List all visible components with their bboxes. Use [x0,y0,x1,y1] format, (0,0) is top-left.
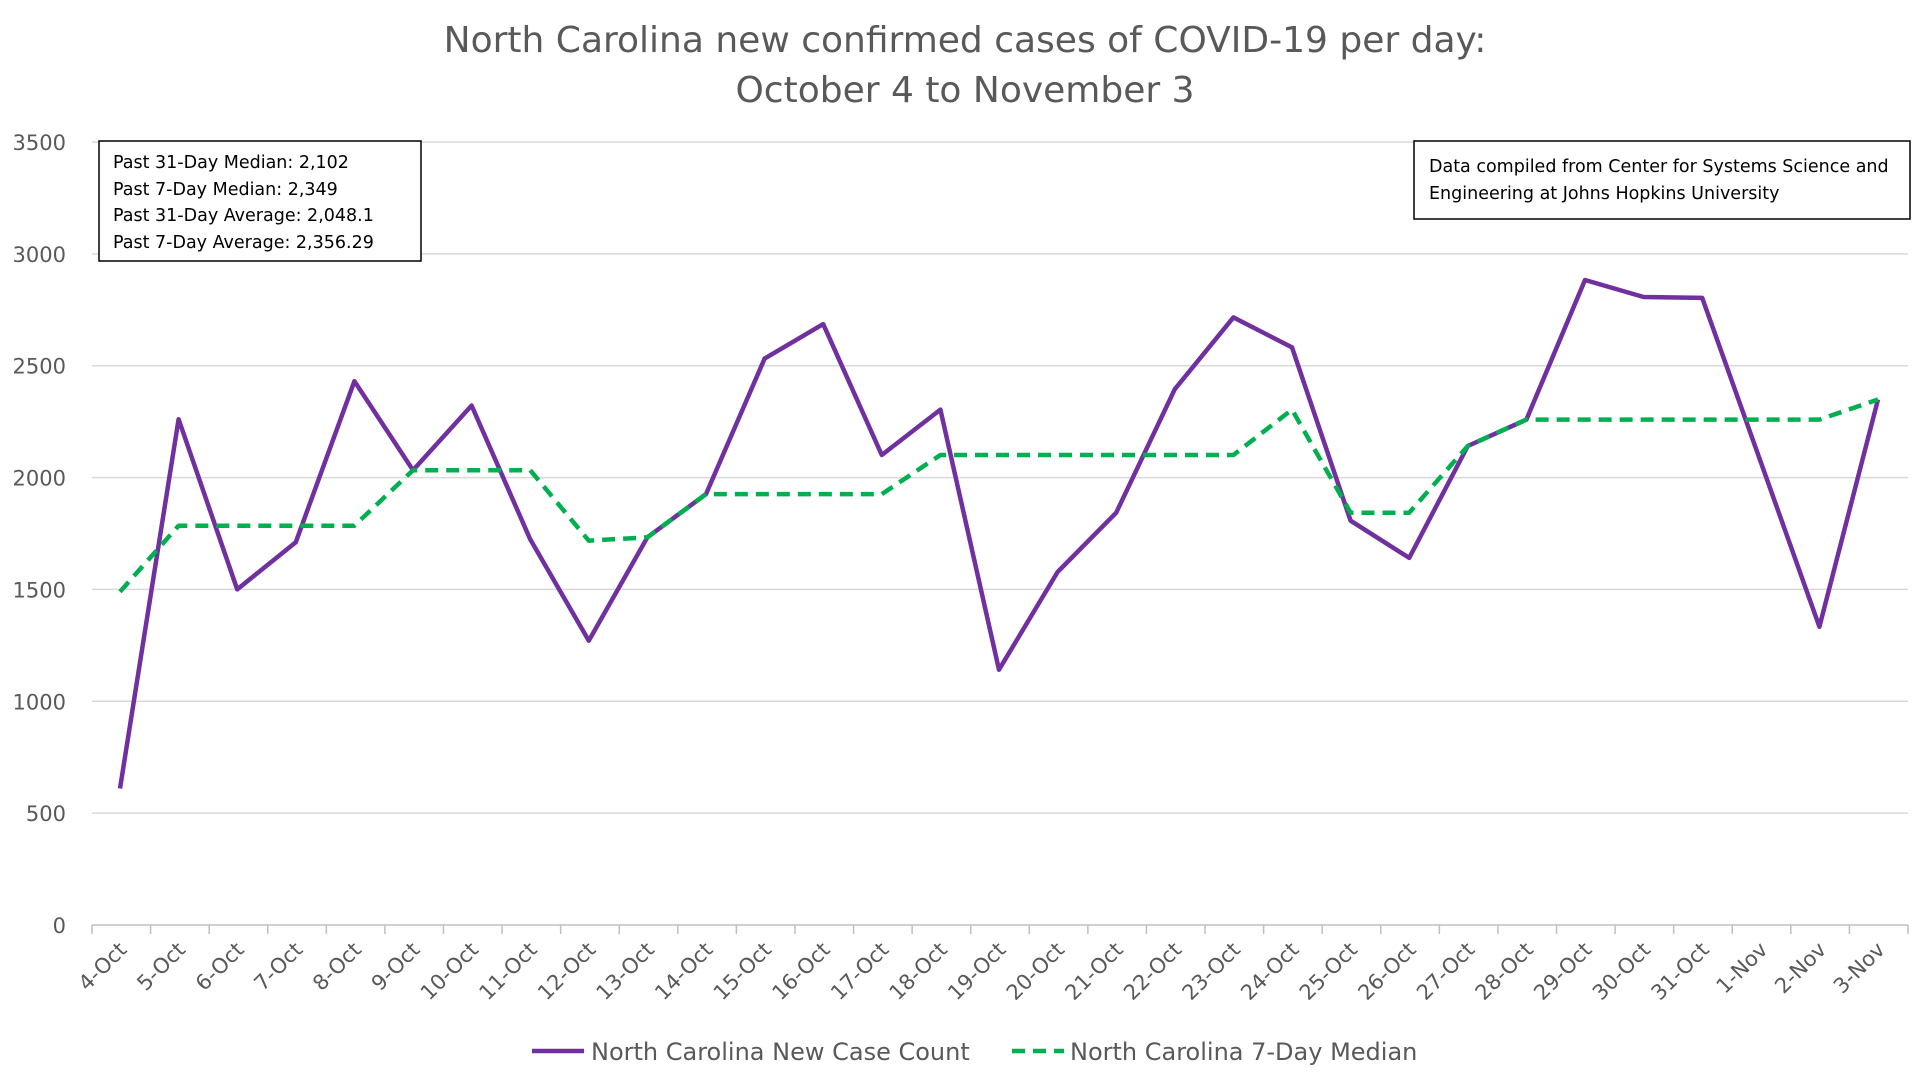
stats-line-2: Past 7-Day Median: 2,349 [113,180,338,200]
source-line-1: Data compiled from Center for Systems Sc… [1429,157,1889,177]
stats-line-1: Past 31-Day Median: 2,102 [113,153,349,173]
source-annotation: Data compiled from Center for Systems Sc… [1413,140,1911,220]
series-line-new-case-count [117,277,1881,789]
x-tick-label-19-Oct: 19-Oct [943,938,1010,1005]
x-tick-label-5-Oct: 5-Oct [132,938,190,996]
x-tick-label-1-Nov: 1-Nov [1712,938,1773,999]
y-tick-label-3500: 3500 [13,131,66,155]
legend: North Carolina New Case Count North Caro… [532,1038,1417,1066]
legend-label-case-count: North Carolina New Case Count [591,1038,970,1066]
x-tick-label-14-Oct: 14-Oct [650,938,717,1005]
x-tick-label-4-Oct: 4-Oct [74,938,132,996]
x-tick-label-11-Oct: 11-Oct [474,938,541,1005]
x-tick-label-10-Oct: 10-Oct [416,938,483,1005]
axes [91,924,1909,934]
x-tick-label-12-Oct: 12-Oct [533,938,600,1005]
x-axis-tick-labels: 4-Oct 5-Oct 6-Oct 7-Oct 8-Oct 9-Oct10-Oct11-O… [74,938,1890,1005]
x-tick-label-8-Oct: 8-Oct [308,938,366,996]
source-line-2: Engineering at Johns Hopkins University [1429,184,1779,204]
y-axis-tick-labels: 0 500 1000 1500 2000 2500 3000 3500 [13,131,66,938]
legend-label-7-day-median: North Carolina 7-Day Median [1070,1038,1417,1066]
x-tick-label-13-Oct: 13-Oct [592,938,659,1005]
series-line-7-day-median [118,397,1879,594]
x-tick-label-24-Oct: 24-Oct [1236,938,1303,1005]
x-tick-label-22-Oct: 22-Oct [1119,938,1186,1005]
x-tick-label-3-Nov: 3-Nov [1829,938,1890,999]
x-tick-label-2-Nov: 2-Nov [1770,938,1831,999]
y-tick-label-2000: 2000 [13,467,66,491]
x-tick-label-25-Oct: 25-Oct [1295,938,1362,1005]
x-tick-label-18-Oct: 18-Oct [885,938,952,1005]
chart-title-line2: October 4 to November 3 [735,70,1194,111]
x-tick-label-20-Oct: 20-Oct [1002,938,1069,1005]
x-tick-label-26-Oct: 26-Oct [1353,938,1420,1005]
x-tick-label-6-Oct: 6-Oct [191,938,249,996]
y-tick-label-1000: 1000 [13,690,66,714]
stats-line-3: Past 31-Day Average: 2,048.1 [113,206,374,226]
x-tick-label-21-Oct: 21-Oct [1060,938,1127,1005]
x-tick-label-23-Oct: 23-Oct [1178,938,1245,1005]
x-tick-label-31-Oct: 31-Oct [1646,938,1713,1005]
x-tick-label-15-Oct: 15-Oct [709,938,776,1005]
stats-box [98,140,422,262]
x-tick-label-17-Oct: 17-Oct [826,938,893,1005]
x-tick-label-7-Oct: 7-Oct [249,938,307,996]
chart-title-line1: North Carolina new confirmed cases of CO… [444,20,1487,61]
y-tick-label-3000: 3000 [13,243,66,267]
y-tick-label-2500: 2500 [13,355,66,379]
x-tick-label-16-Oct: 16-Oct [767,938,834,1005]
series-lines [117,277,1881,789]
x-tick-label-30-Oct: 30-Oct [1588,938,1655,1005]
stats-annotation: Past 31-Day Median: 2,102 Past 7-Day Med… [98,140,422,262]
y-tick-label-0: 0 [53,914,66,938]
x-tick-label-28-Oct: 28-Oct [1471,938,1538,1005]
source-box [1413,140,1911,220]
x-tick-label-27-Oct: 27-Oct [1412,938,1479,1005]
stats-line-4: Past 7-Day Average: 2,356.29 [113,233,374,253]
y-tick-label-1500: 1500 [13,578,66,602]
x-tick-label-29-Oct: 29-Oct [1529,938,1596,1005]
y-tick-label-500: 500 [26,802,66,826]
